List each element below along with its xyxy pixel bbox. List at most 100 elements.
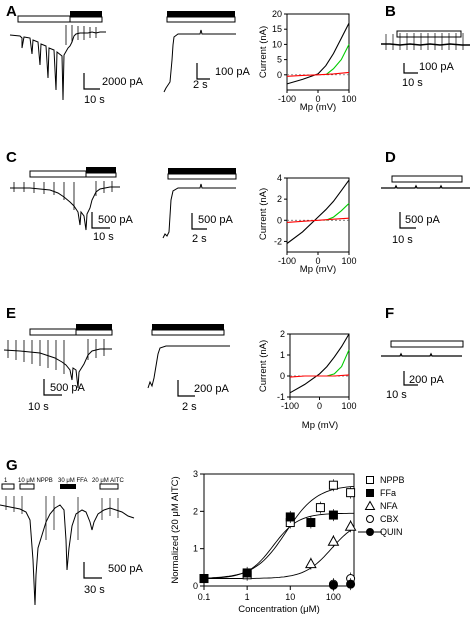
panel-e-application-bars [29,324,113,336]
panel-e-trace-2 [147,345,230,389]
dr-ytick-label: 3 [193,469,198,479]
panel-label-e: E [6,305,16,322]
iv-c-xlabel: Mp (mV) [300,264,336,275]
iv-a-series-0 [286,22,350,85]
panel-b-scale-bar: 100 pA 10 s [402,61,455,89]
iv-c-ylabel: Current (nA) [258,188,269,240]
panel-c-scale-bar-2: 500 pA 2 s [191,213,234,245]
panel-e-ramp-ticks [7,339,105,374]
dr-point-nppb [315,503,325,513]
dr-legend-label-quin: QUIN [380,527,403,537]
iv-e-xtick-label: -100 [281,401,299,411]
panel-a-scale-bar-1: 2000 pA 10 s [83,73,144,106]
dr-point-nfa [344,520,357,531]
iv-a-ytick-label: 15 [272,24,282,34]
svg-text:10 s: 10 s [402,77,423,89]
panel-e-scale-bar-2: 200 pA 2 s [177,380,230,413]
iv-a-xtick-label: 0 [315,94,320,104]
iv-c-ytick-label: -2 [274,236,282,246]
dr-point-ffa [199,574,209,584]
svg-text:100 pA: 100 pA [419,61,455,73]
dr-point-quin [328,580,338,590]
iv-a-ytick-label: 20 [272,9,282,19]
dr-fit-curve-0 [203,485,355,579]
svg-text:10 s: 10 s [392,234,413,246]
iv-c-xtick-label: 0 [315,256,320,266]
panel-g-spikes [5,496,119,540]
panel-g-trace [0,504,135,606]
panel-a-bars-2 [166,11,236,23]
dr-point-ffa [242,568,252,578]
iv-a-ytick-label: 10 [272,39,282,49]
iv-plot-a: 0 5 10 15 20 -100 0 100 Current (nA) Mp (mV) [258,9,357,113]
dr-legend-marker-cbx [366,515,374,523]
iv-a-xtick-label: -100 [278,94,296,104]
panel-label-g: G [6,457,18,474]
bar-label-ffa: 30 μM FFA [58,478,87,484]
svg-text:500 pA: 500 pA [98,214,134,226]
panel-f-trace [381,352,462,357]
iv-a-ytick-label: 5 [277,55,282,65]
dr-point-quin [346,579,356,589]
dr-legend-marker-ffa [366,489,374,497]
panel-c-ramp-ticks [13,181,113,210]
panel-c-bars-2 [167,168,237,180]
iv-e-ytick-label: 1 [280,350,285,360]
iv-c-frame [286,177,350,253]
svg-text:500 pA: 500 pA [108,563,144,575]
dr-point-nppb [328,480,338,490]
dr-legend-marker-nppb [366,476,374,484]
iv-a-frame [286,13,350,91]
iv-e-series-1 [326,349,350,377]
iv-e-ytick-label: -1 [277,392,285,402]
svg-text:10 s: 10 s [93,231,114,243]
panel-d-bar [391,175,463,183]
svg-text:30 s: 30 s [84,584,105,596]
iv-e-series-2 [289,374,350,378]
panel-label-c: C [6,149,17,166]
svg-text:2 s: 2 s [182,401,197,413]
panel-e-trace-1 [3,348,112,389]
iv-a-xtick-label: 100 [341,94,356,104]
iv-c-ytick-label: 2 [277,194,282,204]
panel-f-bar [390,340,464,348]
panel-label-d: D [385,149,396,166]
iv-c-ytick-label: 4 [277,173,282,183]
panel-b-ticks [385,33,464,50]
iv-a-ytick-label: 0 [277,70,282,80]
panel-d-scale-bar: 500 pA 10 s [392,212,441,246]
iv-plot-c: -2 0 2 4 -100 0 100 Current (nA) Mp (mV) [258,173,357,275]
svg-text:2000 pA: 2000 pA [102,76,144,88]
iv-plot-e: -1 0 1 2 -100 0 100 Current (nA) Mp (mV) [258,329,357,431]
dr-point-ffa [285,512,295,522]
dr-xlabel: Concentration (μM) [238,604,320,615]
svg-text:200 pA: 200 pA [194,383,230,395]
panel-d-trace [381,184,470,189]
dose-response-plot: 0.1 1 10 100 0 1 2 3 NPPB FFa NFA CBX QUIN Concentr… [170,469,405,615]
dr-legend-label-cbx: CBX [380,514,399,524]
dr-frame [203,473,355,587]
panel-c-application-bars [29,167,117,178]
iv-e-xtick-label: 100 [341,401,356,411]
iv-c-xtick-label: -100 [278,256,296,266]
dr-xtick-label: 10 [285,592,295,602]
dr-point-nppb [346,488,356,498]
svg-text:200 pA: 200 pA [409,374,445,386]
panel-label-a: A [6,3,17,20]
panel-b-bar [396,30,462,38]
dr-point-nfa [305,557,317,569]
dr-legend-marker-nfa [364,500,376,510]
bar-label-1: 1 [4,478,8,484]
iv-e-ylabel: Current (nA) [258,340,269,392]
iv-a-series-1 [325,44,350,76]
iv-a-series-2 [286,71,350,77]
iv-e-ytick-label: 2 [280,329,285,339]
iv-e-xtick-label: 0 [317,401,322,411]
dr-point-nfa [327,535,340,546]
dr-ylabel: Normalized (20 μM AITC) [170,476,181,583]
svg-text:2 s: 2 s [192,233,207,245]
iv-a-ylabel: Current (nA) [258,26,269,78]
dr-xtick-label: 0.1 [198,592,211,602]
dr-point-ffa [328,510,338,520]
iv-e-xlabel: Mp (mV) [302,420,338,431]
